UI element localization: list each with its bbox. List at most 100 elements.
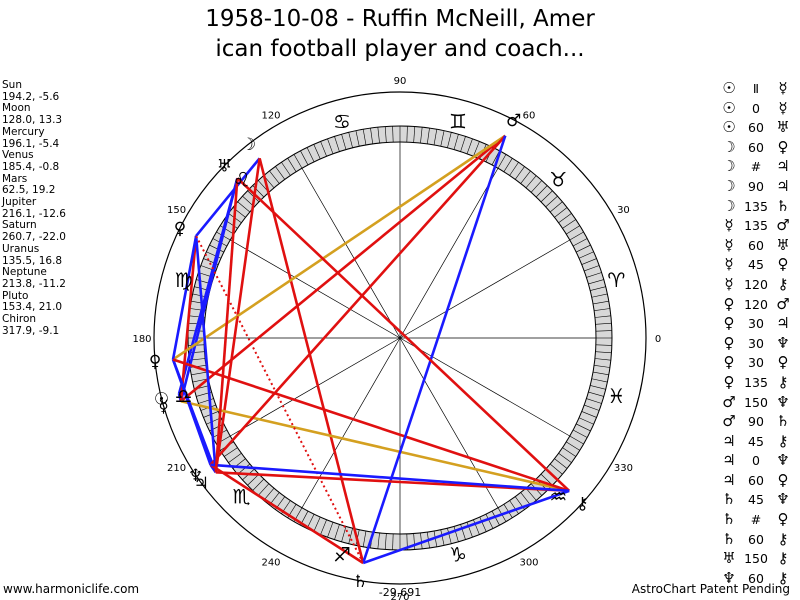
aspect-planet-2: ♆: [776, 490, 790, 509]
tick-mark: [348, 132, 353, 148]
aspect-row: ♀ 30 ♀: [720, 353, 792, 373]
tick-mark: [590, 385, 606, 390]
aspect-row: ♀ 30 ♃: [720, 314, 792, 334]
tick-mark: [327, 522, 334, 538]
tick-mark: [287, 158, 297, 172]
tick-mark: [576, 244, 591, 253]
aspect-planet-2: ♂: [776, 294, 790, 313]
planet-value-jupiter: 216.1, -12.6: [2, 207, 66, 220]
aspect-row: ♀ 30 ♆: [720, 334, 792, 354]
aspect-planet-2: ⚷: [777, 568, 789, 587]
tick-mark: [590, 286, 606, 291]
aspect-kind: 30: [748, 335, 764, 351]
tick-mark: [562, 219, 576, 229]
sun-icon: ☉: [154, 389, 169, 409]
uranus-icon: ♅: [217, 157, 232, 177]
tick-mark: [569, 435, 584, 445]
tick-mark: [224, 447, 238, 457]
planet-name-sun: Sun: [2, 79, 22, 91]
tick-mark: [355, 130, 360, 147]
aspect-row: ♀ 135 ⚷: [720, 373, 792, 393]
aspect-planet-1: ☽: [722, 137, 736, 156]
tick-mark: [594, 358, 611, 361]
aspect-planet-1: ♃: [722, 470, 736, 489]
aspect-row: ☿ 120 ⚷: [720, 275, 792, 295]
aspect-planet-2: ♀: [777, 137, 789, 156]
tick-mark: [334, 524, 340, 540]
aspect-line: [209, 463, 364, 565]
planet-value-moon: 128.0, 13.3: [2, 114, 63, 127]
aspect-planet-2: ♀: [777, 470, 789, 489]
tick-mark: [377, 532, 380, 549]
aspect-row: ☿ 135 ♂: [720, 216, 792, 236]
degree-label: 30: [617, 205, 630, 216]
tick-mark: [348, 528, 353, 544]
aspect-row: ♄ # ♀: [720, 510, 792, 530]
tick-mark: [520, 492, 531, 506]
aspect-kind: 90: [748, 178, 764, 194]
aspect-planet-1: ♄: [722, 529, 736, 548]
tick-mark: [594, 364, 610, 368]
degree-label: 210: [167, 463, 186, 474]
pisces-sign-icon: ♓: [607, 384, 625, 408]
tick-mark: [313, 516, 321, 532]
planet-name-uranus: Uranus: [2, 242, 40, 255]
aspect-kind: 60: [748, 139, 764, 155]
aspect-planet-2: ♂: [776, 216, 790, 235]
tick-mark: [384, 126, 387, 143]
aspect-kind: 0: [752, 100, 760, 116]
aspect-line: [195, 157, 261, 237]
planet-value-neptune: 213.8, -11.2: [2, 277, 66, 290]
planet-value-saturn: 260.7, -22.0: [2, 231, 66, 244]
aspect-kind: 30: [748, 316, 764, 332]
aspect-planet-2: ⚷: [777, 431, 789, 450]
chart-title-line-2: ican football player and coach...: [215, 36, 585, 62]
sign-divider: [399, 337, 499, 508]
tick-mark: [306, 147, 315, 162]
aspect-row: ♃ 60 ♀: [720, 471, 792, 491]
planet-value-mars: 62.5, 19.2: [2, 184, 56, 197]
tick-mark: [440, 130, 445, 147]
planet-name-venus: Venus: [2, 149, 34, 162]
aspect-kind: 150: [744, 394, 768, 410]
aspect-line: [361, 135, 507, 564]
aquarius-sign-icon: ♒: [549, 484, 567, 508]
tick-mark: [257, 483, 270, 496]
aspect-planet-2: ♅: [776, 235, 790, 254]
aspect-kind: #: [750, 512, 762, 528]
aspect-planet-2: ♆: [776, 451, 790, 470]
tick-mark: [525, 487, 537, 501]
tick-mark: [595, 322, 612, 325]
planet-name-chiron: Chiron: [2, 313, 37, 326]
tick-mark: [263, 487, 275, 501]
degree-label: 0: [655, 334, 661, 345]
tick-mark: [549, 201, 563, 213]
degree-label: 120: [261, 111, 280, 122]
aspect-planet-2: ♃: [776, 157, 790, 176]
aspect-row: ☽ 135 ♄: [720, 197, 792, 217]
tick-mark: [247, 473, 260, 486]
tick-mark: [269, 170, 280, 184]
tick-mark: [460, 524, 466, 540]
aspect-planet-2: ♄: [776, 196, 790, 215]
mars-icon: ♂: [506, 111, 521, 131]
planet-name-moon: Moon: [2, 102, 31, 115]
tick-mark: [572, 238, 588, 247]
aspect-row: ☽ 60 ♀: [720, 138, 792, 158]
planet-name-pluto: Pluto: [2, 289, 29, 302]
tick-mark: [413, 533, 416, 550]
sign-glyphs: ♈ ♉ ♊ ♋ ♌ ♍ ♎ ♏ ♐ ♑ ♒ ♓: [175, 110, 626, 567]
degree-label: 330: [614, 463, 633, 474]
aspect-kind: 150: [744, 551, 768, 567]
aspect-planet-2: ♃: [776, 176, 790, 195]
aspect-kind: 30: [748, 355, 764, 371]
aspect-kind: 135: [744, 374, 768, 390]
aspect-planet-2: ♀: [777, 353, 789, 372]
degree-label: 150: [167, 205, 186, 216]
tick-mark: [566, 225, 580, 235]
tick-mark: [595, 351, 612, 354]
aspect-kind: 120: [744, 276, 768, 292]
aspect-row: ☉ 0 ☿: [720, 99, 792, 119]
tick-mark: [275, 166, 286, 180]
aspect-kind: 135: [744, 218, 768, 234]
